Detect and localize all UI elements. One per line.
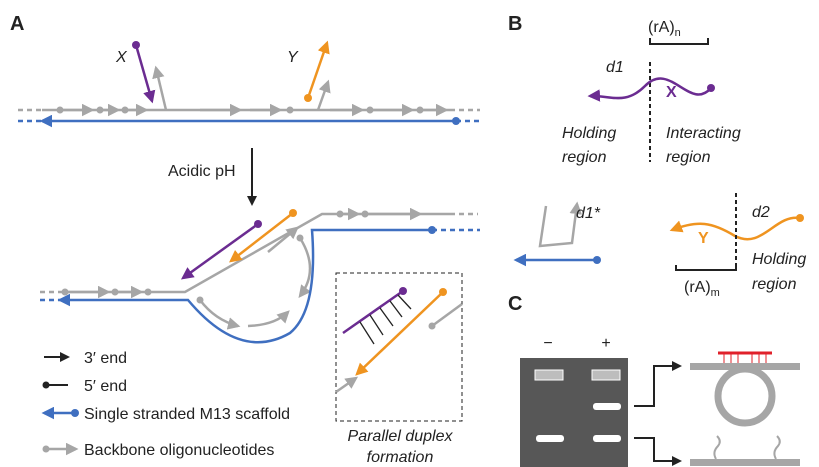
top-construct-circle: [452, 117, 460, 125]
top-construct-g-line: [156, 68, 166, 110]
band-interpretation-rect: [690, 459, 800, 466]
gel-rect: [535, 370, 563, 380]
top-construct-g: [60, 68, 446, 110]
folded-construct-circle: [428, 226, 436, 234]
top-construct-circle: [304, 94, 312, 102]
strand-y-design-polyline: [676, 265, 736, 270]
gel-rect: [536, 435, 564, 442]
inset: [336, 273, 462, 421]
domain-label: d1*: [576, 205, 601, 222]
strand-y-design-circle: [796, 214, 804, 222]
folded-construct-circle: [289, 209, 297, 217]
inset-line: [432, 304, 462, 326]
inset-line: [343, 291, 403, 333]
domain-label: d2: [752, 204, 770, 221]
condition-label: Acidic pH: [168, 163, 236, 180]
legend-label: 3′ end: [84, 350, 127, 367]
top-construct-line: [136, 45, 152, 101]
linker-label: (rA)n: [648, 19, 681, 39]
strand-label: Y: [698, 230, 709, 247]
linker-text: (rA): [648, 19, 675, 36]
band-interpretation-g: [724, 354, 766, 363]
inset-g-line: [398, 295, 411, 309]
region-label: Holding: [752, 251, 806, 268]
folded-construct-g-circle: [145, 289, 152, 296]
region-label: Interacting: [666, 125, 741, 142]
legend: [43, 357, 80, 453]
inset-caption: Parallel duplex: [348, 428, 454, 445]
folded-construct-line: [183, 224, 258, 278]
band-interpretation-circle: [718, 369, 772, 423]
inset-circle: [429, 323, 436, 330]
top-construct-circle: [132, 41, 140, 49]
gel-rect: [593, 435, 621, 442]
gel: [520, 358, 628, 467]
lane-label: −: [543, 335, 552, 352]
strand-x-design-path: [590, 79, 711, 99]
band-interpretation-path: [774, 436, 779, 459]
strand-label: X: [666, 84, 677, 101]
inset-line: [336, 378, 356, 392]
legend-label: Single stranded M13 scaffold: [84, 406, 290, 423]
figure: A B C X Y Acidic pH: [0, 0, 819, 467]
panel-label: C: [508, 293, 522, 315]
top-construct-g-line: [318, 82, 328, 110]
band-interpretation: [634, 353, 800, 466]
linker-text: (rA): [684, 279, 711, 296]
inset-g-line: [390, 301, 402, 317]
folded-construct-g-path: [300, 238, 310, 296]
inset-g-line: [380, 308, 393, 326]
band-interpretation-polyline: [634, 366, 680, 406]
strand-d1-design-polyline: [540, 204, 577, 246]
folded-construct-circle: [254, 220, 262, 228]
strand-d1-design-circle: [593, 256, 601, 264]
band-interpretation-path: [714, 436, 719, 459]
folded-construct-g-path: [248, 312, 288, 326]
folded-construct-g: [62, 211, 369, 304]
inset-circle: [399, 287, 407, 295]
region-label: Holding: [562, 125, 616, 142]
gel-rect: [593, 403, 621, 410]
legend-label: 5′ end: [84, 378, 127, 395]
linker-label: (rA)m: [684, 279, 720, 299]
top-construct-g-circle: [287, 107, 294, 114]
inset-circle: [439, 288, 447, 296]
linker-subscript: n: [675, 27, 681, 39]
strand-label: X: [115, 49, 128, 66]
domain-label: d1: [606, 59, 624, 76]
folded-construct: [40, 209, 480, 342]
legend-label: Backbone oligonucleotides: [84, 442, 274, 459]
region-label: region: [752, 276, 797, 293]
panel-label: A: [10, 13, 24, 35]
region-label: region: [666, 149, 711, 166]
inset-line: [357, 292, 443, 374]
inset-caption: formation: [367, 449, 434, 466]
lane-label: +: [601, 335, 610, 352]
panel-label: B: [508, 13, 522, 35]
strand-label: Y: [287, 49, 299, 66]
gel-rect: [592, 370, 620, 380]
inset-g-line: [360, 322, 374, 344]
strand-x-design-circle: [707, 84, 715, 92]
folded-construct-g-path: [200, 300, 238, 326]
folded-construct-g-line: [268, 228, 297, 252]
linker-subscript: m: [711, 287, 720, 299]
top-construct: [18, 41, 480, 125]
band-interpretation-polyline: [634, 438, 680, 461]
strand-x-design: [590, 38, 715, 162]
inset-g-line: [370, 315, 383, 335]
legend-circle: [71, 409, 79, 417]
region-label: region: [562, 149, 607, 166]
